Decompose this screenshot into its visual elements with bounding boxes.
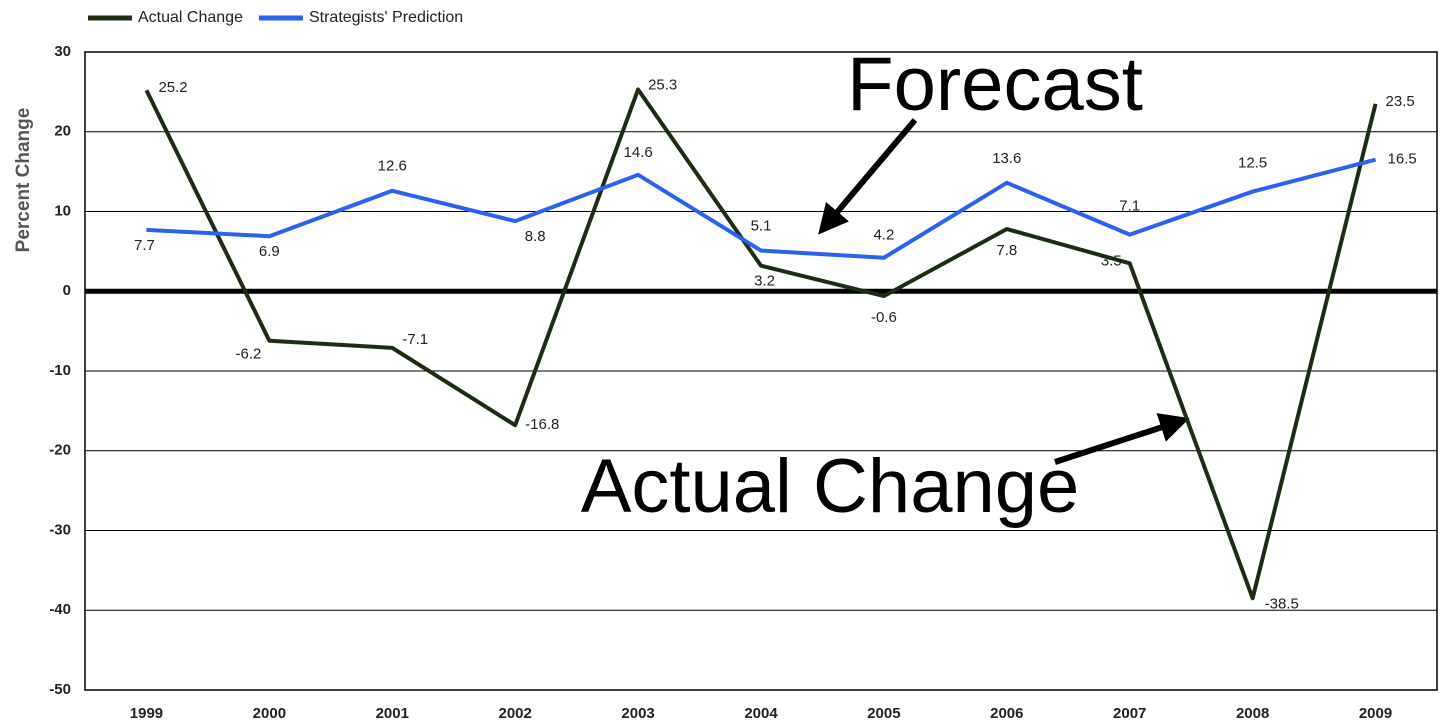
data-label: 7.8 xyxy=(996,242,1017,259)
x-tick-label: 2005 xyxy=(867,705,900,722)
y-axis-label: Percent Change xyxy=(13,108,34,253)
data-label: 5.1 xyxy=(751,218,772,235)
arrow xyxy=(818,118,918,235)
data-label: 13.6 xyxy=(992,150,1021,167)
data-label: 7.1 xyxy=(1119,198,1140,215)
data-label: -16.8 xyxy=(525,416,559,433)
legend-label: Strategists' Prediction xyxy=(309,9,463,26)
arrow xyxy=(1054,413,1190,465)
data-label: 7.7 xyxy=(134,237,155,254)
data-label: -38.5 xyxy=(1265,595,1299,612)
data-label: 12.6 xyxy=(378,158,407,175)
x-tick-label: 2008 xyxy=(1236,705,1269,722)
data-label: 3.2 xyxy=(754,273,775,290)
data-label: 25.2 xyxy=(158,79,187,96)
y-tick-label: -40 xyxy=(49,601,71,618)
data-label: 8.8 xyxy=(525,228,546,245)
annotation: Forecast xyxy=(847,42,1143,127)
y-tick-label: 0 xyxy=(63,282,71,299)
x-tick-label: 2004 xyxy=(744,705,778,722)
data-label: 3.5 xyxy=(1101,252,1122,269)
x-tick-label: 2001 xyxy=(376,705,409,722)
plot-frame xyxy=(84,51,1438,691)
x-tick-label: 2000 xyxy=(253,705,286,722)
y-tick-label: 20 xyxy=(54,123,71,140)
data-label: 4.2 xyxy=(873,227,894,244)
data-label: -0.6 xyxy=(871,309,897,326)
x-tick-label: 2002 xyxy=(498,705,531,722)
data-label: 14.6 xyxy=(623,144,652,161)
series-line xyxy=(146,157,1377,260)
data-label: -6.2 xyxy=(236,346,262,363)
data-label: 6.9 xyxy=(259,243,280,260)
y-tick-label: -10 xyxy=(49,362,71,379)
x-tick-label: 2007 xyxy=(1113,705,1146,722)
x-tick-label: 2006 xyxy=(990,705,1023,722)
series-line xyxy=(144,87,1378,601)
legend-label: Actual Change xyxy=(138,9,243,26)
y-tick-label: -20 xyxy=(49,442,71,459)
data-label: 23.5 xyxy=(1386,93,1415,110)
data-label: 16.5 xyxy=(1388,151,1417,168)
annotation: Actual Change xyxy=(581,444,1080,529)
data-label: 12.5 xyxy=(1238,155,1267,172)
data-label: -7.1 xyxy=(402,331,428,348)
data-label: 25.3 xyxy=(648,76,677,93)
x-tick-label: 1999 xyxy=(130,705,163,722)
y-tick-label: -50 xyxy=(49,681,71,698)
x-tick-label: 2003 xyxy=(621,705,654,722)
x-tick-label: 2009 xyxy=(1359,705,1392,722)
y-tick-label: -30 xyxy=(49,521,71,538)
y-tick-label: 10 xyxy=(54,202,71,219)
y-tick-label: 30 xyxy=(54,43,71,60)
